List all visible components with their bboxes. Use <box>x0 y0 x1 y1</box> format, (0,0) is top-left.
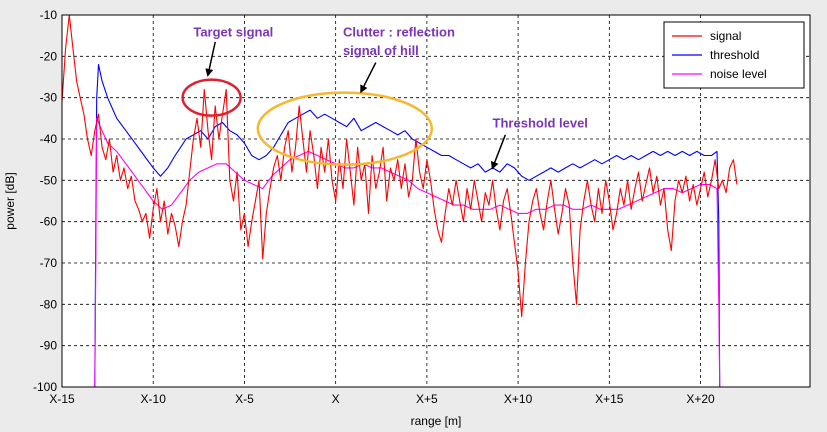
plot-border <box>61 14 811 388</box>
legend-label: threshold <box>710 48 759 62</box>
y-axis-label: power [dB] <box>3 172 17 229</box>
x-tick-label: X+10 <box>504 392 533 406</box>
clutter-ellipse <box>256 91 434 166</box>
y-tick-label: -10 <box>40 8 58 22</box>
target-signal-ellipse <box>181 78 242 117</box>
y-tick-label: -60 <box>40 215 58 229</box>
series-layer <box>61 14 738 388</box>
x-tick-label: X <box>332 392 340 406</box>
x-tick-label: X-10 <box>141 392 167 406</box>
clutter-arrow <box>360 62 377 94</box>
threshold-arrow <box>490 134 507 170</box>
x-tick-label: X+15 <box>595 392 624 406</box>
annotations: Target signal Clutter : reflection signal … <box>193 25 588 131</box>
series-line-threshold <box>94 64 721 388</box>
target-arrow <box>205 41 216 77</box>
y-tick-labels: -10 -20 -30 -40 -50 -60 -70 -80 -90 -100 <box>33 8 57 394</box>
annotation-text: Threshold level <box>493 115 588 130</box>
x-tick-label: X+20 <box>686 392 715 406</box>
x-tick-label: X-15 <box>49 392 75 406</box>
legend: signal threshold noise level <box>663 21 805 89</box>
annotation-text: Target signal <box>193 25 273 40</box>
plot-frame <box>61 14 811 388</box>
annotation-markings <box>181 41 507 170</box>
x-tick-label: X-5 <box>235 392 254 406</box>
y-tick-label: -30 <box>40 91 58 105</box>
y-tick-label: -80 <box>40 297 58 311</box>
y-tick-label: -70 <box>40 256 58 270</box>
annotation-text: signal of hill <box>343 43 419 58</box>
y-tick-label: -100 <box>33 380 57 394</box>
series-line-signal <box>61 14 738 318</box>
y-tick-label: -50 <box>40 173 58 187</box>
legend-label: signal <box>710 29 741 43</box>
x-tick-labels: X-15 X-10 X-5 X X+5 X+10 X+15 X+20 <box>49 392 715 406</box>
y-tick-label: -40 <box>40 132 58 146</box>
legend-label: noise level <box>710 67 767 81</box>
y-tick-label: -90 <box>40 339 58 353</box>
y-tick-label: -20 <box>40 49 58 63</box>
x-axis-label: range [m] <box>411 414 462 428</box>
x-tick-label: X+5 <box>416 392 438 406</box>
annotation-text: Clutter : reflection <box>343 25 455 40</box>
